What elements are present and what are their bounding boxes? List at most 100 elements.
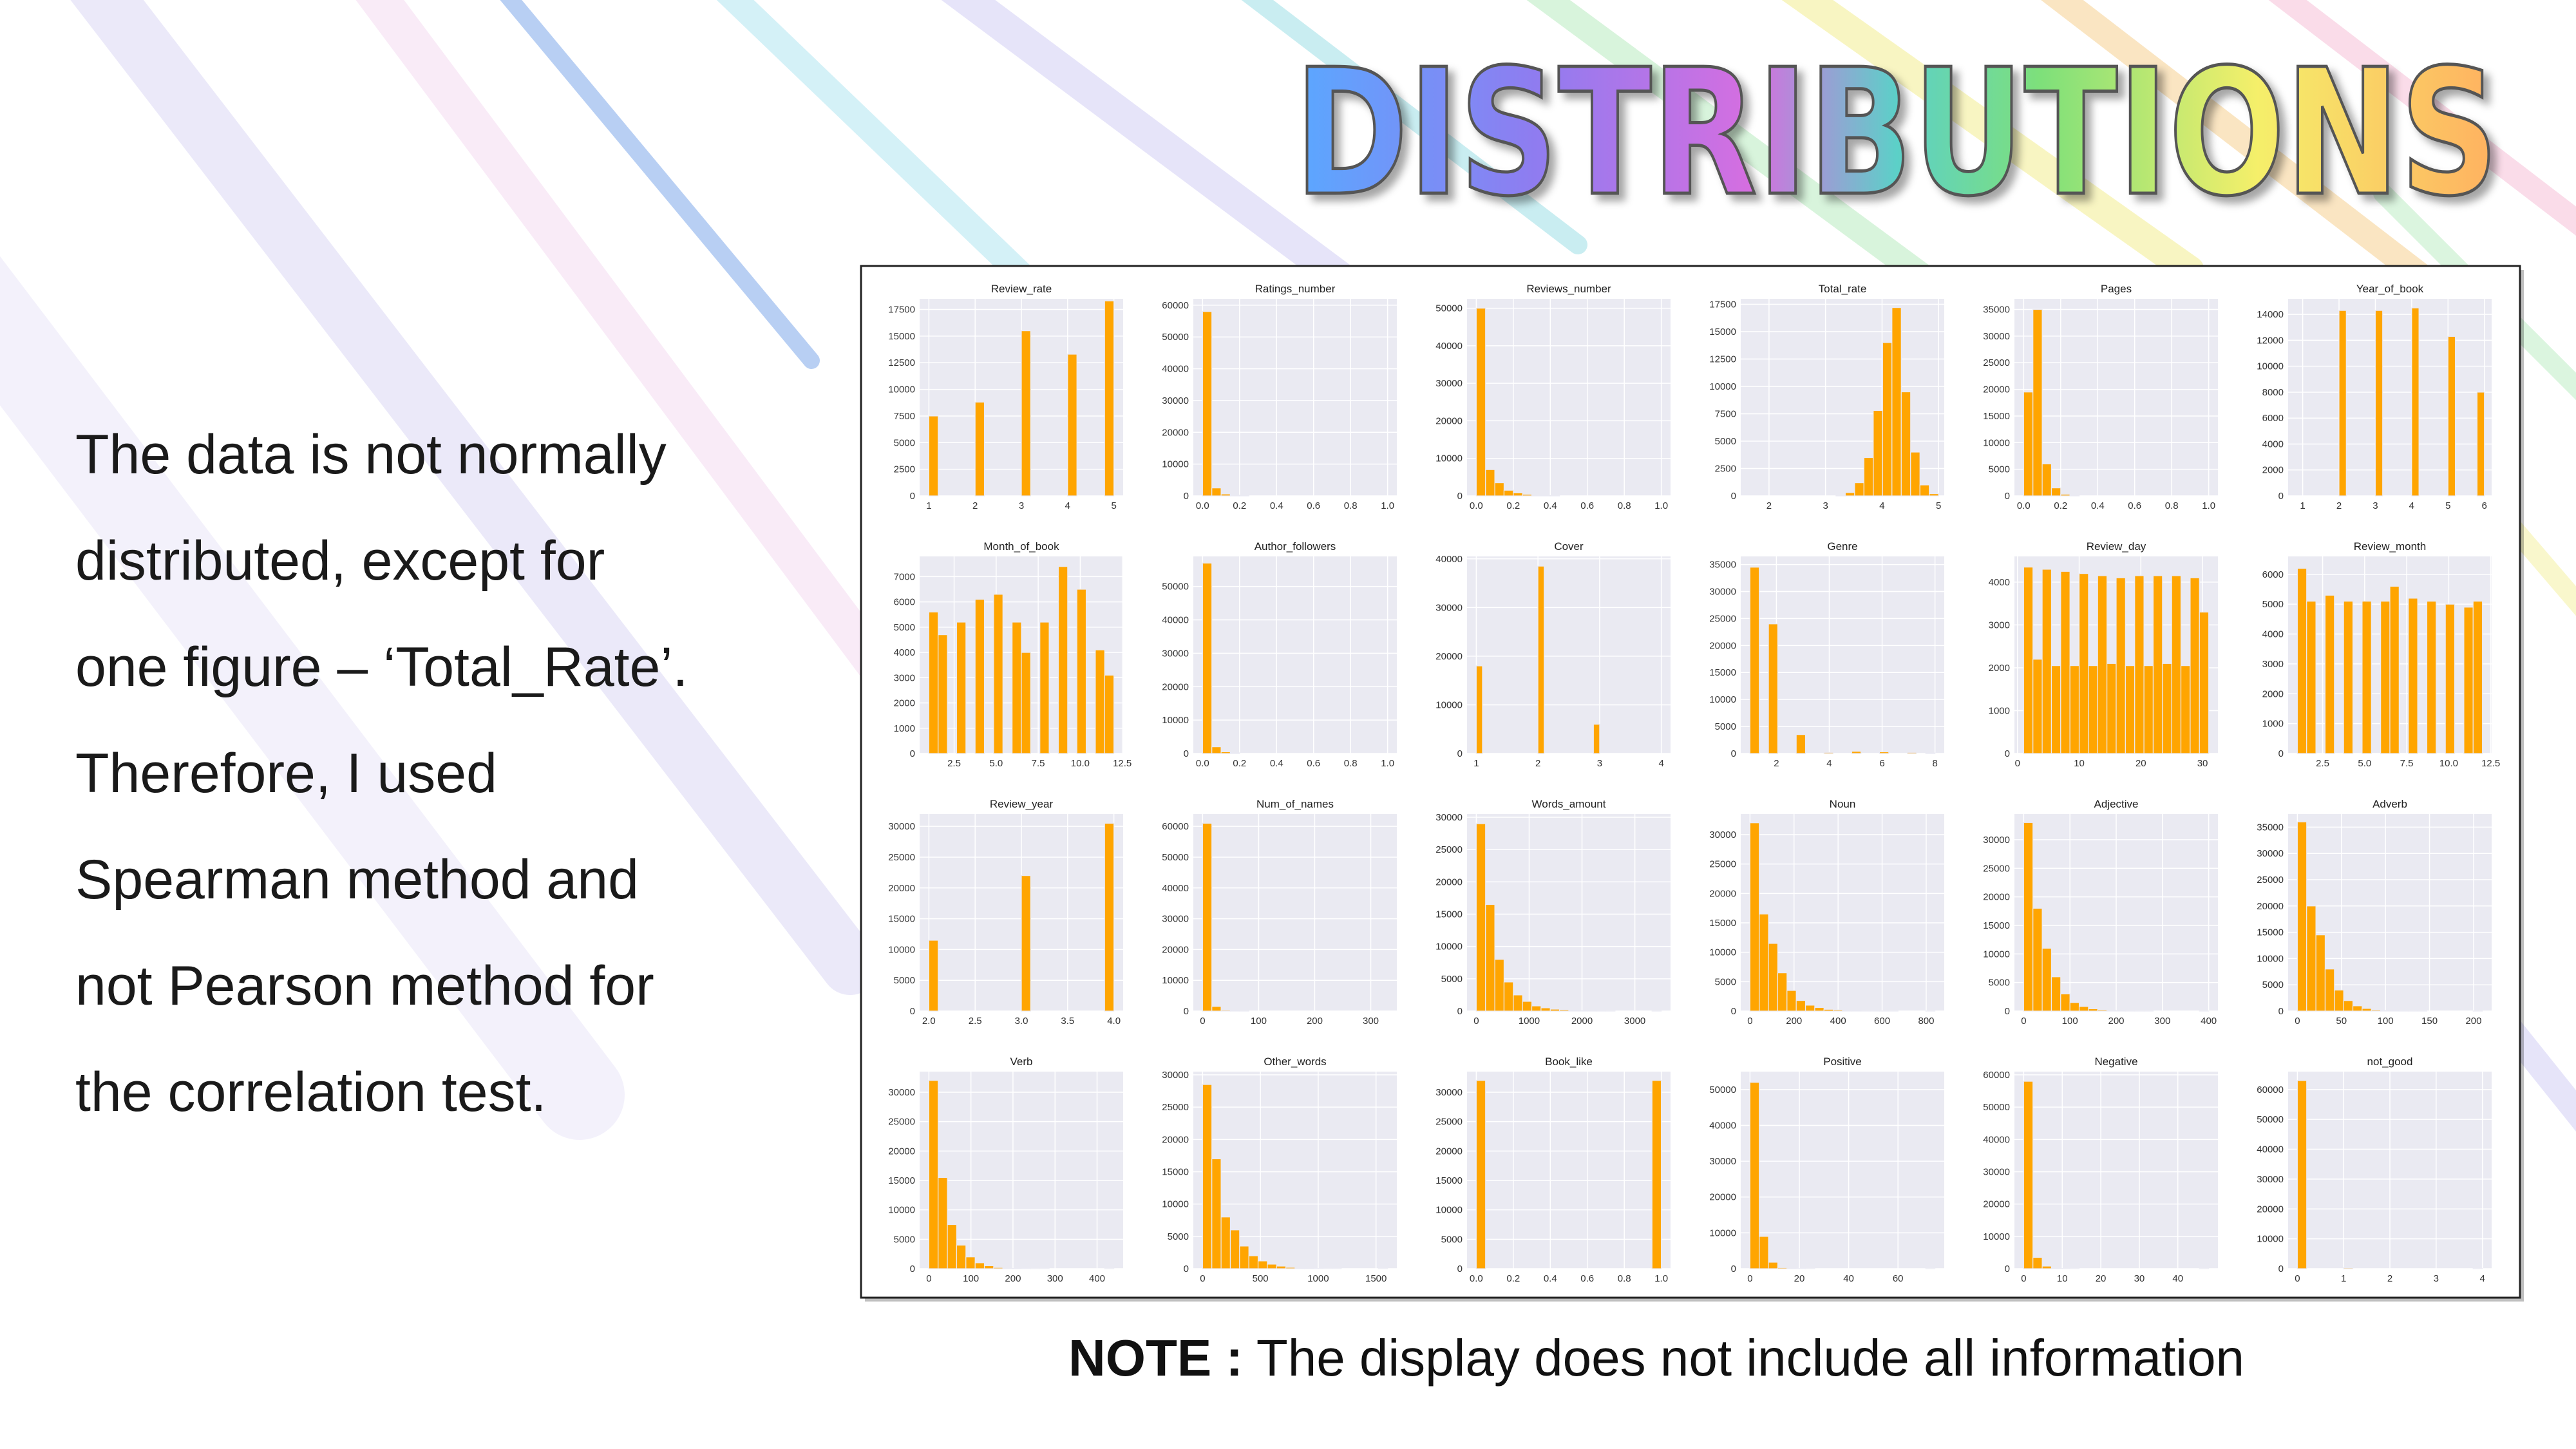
bar bbox=[1475, 1080, 1486, 1269]
x-tick-label: 150 bbox=[2421, 1016, 2438, 1027]
subplot-title: Words_amount bbox=[1532, 798, 1606, 810]
bar bbox=[1873, 410, 1883, 497]
y-tick-label: 4000 bbox=[2262, 629, 2284, 640]
y-tick-label: 10000 bbox=[888, 384, 915, 395]
bar bbox=[993, 1267, 1003, 1269]
bar bbox=[1021, 875, 1031, 1012]
x-tick-label: 200 bbox=[2108, 1016, 2124, 1027]
y-tick-label: 5000 bbox=[1715, 436, 1736, 447]
y-tick-label: 25000 bbox=[1709, 613, 1736, 624]
y-tick-label: 35000 bbox=[2257, 822, 2284, 833]
x-tick-label: 20 bbox=[2136, 758, 2146, 769]
y-tick-label: 4000 bbox=[2262, 439, 2284, 450]
x-tick-label: 7.5 bbox=[1032, 758, 1045, 769]
bar bbox=[1844, 492, 1855, 497]
x-tick-label: 400 bbox=[1089, 1273, 1105, 1284]
bar bbox=[1540, 495, 1551, 497]
y-tick-label: 25000 bbox=[1435, 844, 1463, 855]
y-tick-label: 20000 bbox=[2257, 901, 2284, 912]
x-tick-label: 40 bbox=[2172, 1273, 2183, 1284]
y-tick-label: 0 bbox=[2005, 491, 2010, 502]
bar bbox=[1900, 391, 1911, 497]
bar bbox=[2134, 575, 2145, 754]
y-tick-label: 30000 bbox=[1435, 1087, 1463, 1098]
bar bbox=[1220, 1009, 1231, 1012]
bar bbox=[1522, 1001, 1533, 1012]
x-tick-label: 200 bbox=[2465, 1016, 2481, 1027]
x-tick-label: 0.2 bbox=[1506, 500, 1520, 511]
bar bbox=[1749, 567, 1760, 754]
y-tick-label: 0 bbox=[910, 491, 915, 502]
x-tick-label: 3000 bbox=[1624, 1016, 1645, 1027]
x-tick-label: 5.0 bbox=[989, 758, 1003, 769]
y-tick-label: 2500 bbox=[894, 464, 915, 475]
y-tick-label: 30000 bbox=[1162, 914, 1189, 925]
x-tick-label: 5 bbox=[1936, 500, 1941, 511]
y-tick-label: 20000 bbox=[2257, 1204, 2284, 1215]
y-tick-label: 7500 bbox=[894, 411, 915, 422]
bar bbox=[928, 415, 939, 497]
y-tick-label: 10000 bbox=[1983, 437, 2010, 448]
y-tick-label: 7500 bbox=[1715, 409, 1736, 420]
x-tick-label: 2 bbox=[1766, 500, 1772, 511]
bar bbox=[1276, 1265, 1287, 1269]
bar bbox=[2463, 607, 2474, 754]
chart-grid: Review_rate02500500075001000012500150001… bbox=[888, 283, 2500, 1284]
y-tick-label: 20000 bbox=[888, 1146, 915, 1157]
subplot-title: Total_rate bbox=[1819, 283, 1867, 295]
x-tick-label: 12.5 bbox=[1113, 758, 1132, 769]
y-tick-label: 25000 bbox=[1709, 859, 1736, 870]
x-tick-label: 3 bbox=[1019, 500, 1024, 511]
y-tick-label: 20000 bbox=[1162, 427, 1189, 438]
y-tick-label: 20000 bbox=[1162, 944, 1189, 955]
bar bbox=[2297, 567, 2307, 754]
y-tick-label: 0 bbox=[1184, 748, 1189, 759]
bar bbox=[1229, 495, 1240, 497]
bar bbox=[2334, 989, 2344, 1012]
y-tick-label: 4000 bbox=[894, 647, 915, 658]
bar bbox=[2374, 310, 2383, 497]
x-tick-label: 10 bbox=[2074, 758, 2085, 769]
y-tick-label: 5000 bbox=[894, 622, 915, 633]
bar bbox=[2060, 493, 2070, 497]
x-tick-label: 0.2 bbox=[1506, 1273, 1520, 1284]
y-tick-label: 40000 bbox=[2257, 1144, 2284, 1155]
y-tick-label: 5000 bbox=[2262, 980, 2284, 990]
bar bbox=[1823, 752, 1834, 754]
x-tick-label: 3 bbox=[1597, 758, 1602, 769]
bar bbox=[2162, 663, 2172, 754]
x-tick-label: 0.0 bbox=[1470, 500, 1483, 511]
x-tick-label: 0 bbox=[2295, 1016, 2300, 1027]
bar bbox=[2352, 1005, 2363, 1012]
bar bbox=[2447, 336, 2456, 497]
note-label: NOTE : bbox=[1068, 1329, 1243, 1387]
bar bbox=[2143, 665, 2154, 754]
bar bbox=[1568, 1010, 1578, 1012]
x-tick-label: 1500 bbox=[1365, 1273, 1387, 1284]
x-tick-label: 1 bbox=[926, 500, 931, 511]
plot-area bbox=[2014, 299, 2218, 496]
bar bbox=[2306, 600, 2316, 754]
y-tick-label: 0 bbox=[1184, 1264, 1189, 1274]
y-tick-label: 20000 bbox=[1162, 1134, 1189, 1145]
y-tick-label: 20000 bbox=[888, 883, 915, 894]
x-tick-label: 0 bbox=[2015, 758, 2020, 769]
subplot-title: not_good bbox=[2367, 1056, 2413, 1068]
x-tick-label: 400 bbox=[2201, 1016, 2217, 1027]
bar bbox=[1795, 999, 1806, 1012]
y-tick-label: 17500 bbox=[1709, 299, 1736, 310]
bar bbox=[2050, 487, 2061, 497]
x-tick-label: 100 bbox=[2378, 1016, 2394, 1027]
subplot-title: Review_year bbox=[990, 798, 1054, 810]
y-tick-label: 0 bbox=[1457, 1264, 1463, 1274]
x-tick-label: 200 bbox=[1307, 1016, 1323, 1027]
bar bbox=[1593, 724, 1600, 754]
bar bbox=[2343, 1267, 2354, 1269]
x-tick-label: 10.0 bbox=[2439, 758, 2458, 769]
bar bbox=[2032, 1256, 2043, 1269]
y-tick-label: 10000 bbox=[888, 1205, 915, 1216]
bar bbox=[2171, 575, 2182, 754]
x-tick-label: 0.6 bbox=[1307, 758, 1320, 769]
subplot-title: Reviews_number bbox=[1526, 283, 1611, 295]
y-tick-label: 20000 bbox=[1983, 384, 2010, 395]
